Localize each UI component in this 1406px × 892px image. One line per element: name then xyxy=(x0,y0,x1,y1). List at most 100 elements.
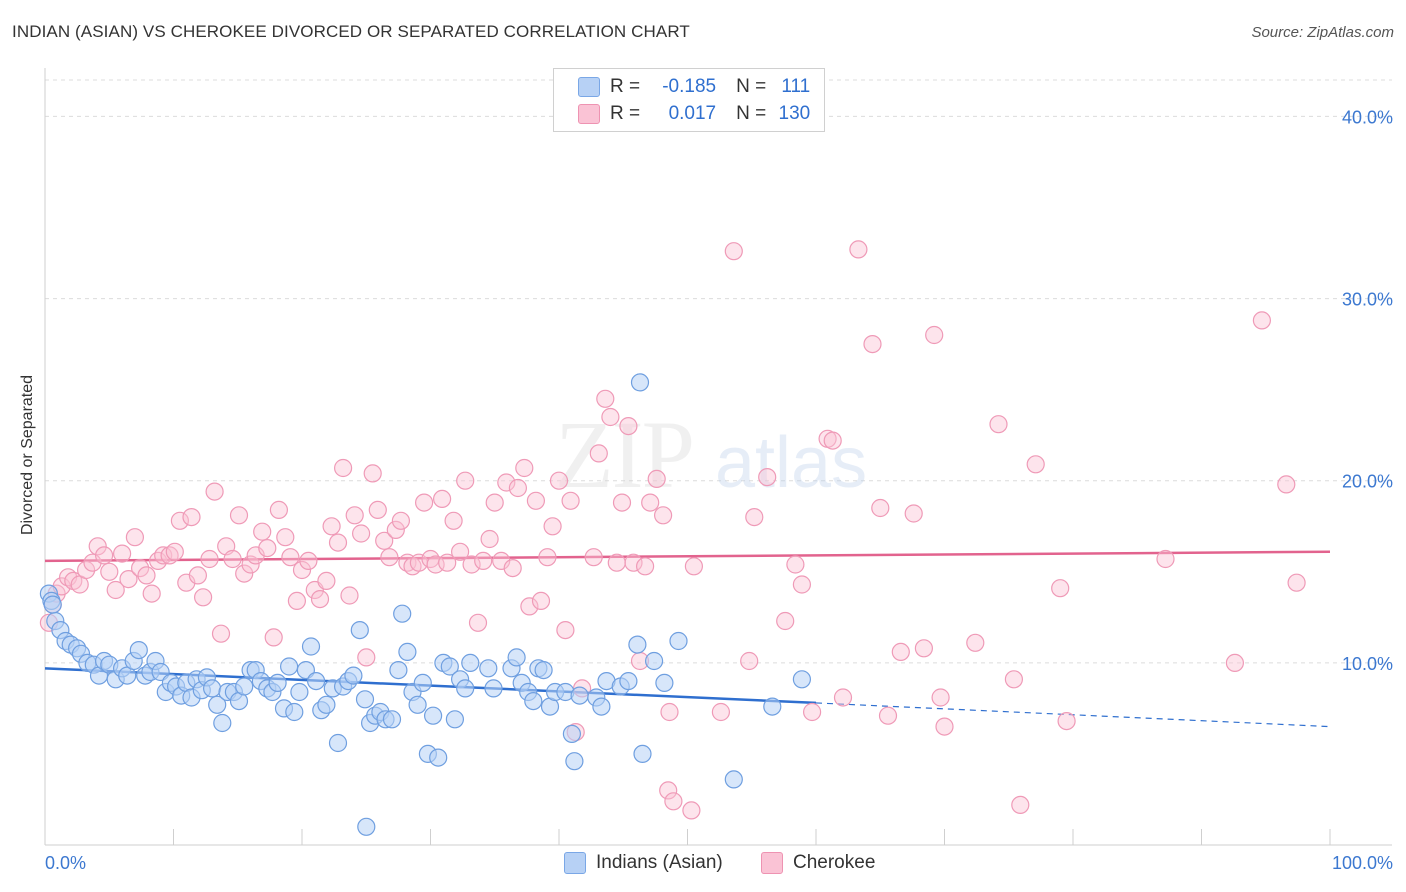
point-indians xyxy=(456,679,475,698)
point-cherokee xyxy=(352,524,371,543)
point-cherokee xyxy=(1057,711,1076,731)
point-indians xyxy=(562,724,582,744)
point-indians xyxy=(633,744,652,764)
data-points xyxy=(39,240,1306,836)
point-cherokee xyxy=(531,591,551,611)
point-cherokee xyxy=(635,557,655,576)
point-cherokee xyxy=(165,542,184,561)
stats-legend: R = -0.185 N = 111 R = 0.017 N = 130 xyxy=(553,68,825,132)
point-indians xyxy=(644,651,664,671)
point-indians xyxy=(408,695,427,714)
point-cherokee xyxy=(596,389,615,408)
x-tick-label-min: 0.0% xyxy=(45,853,86,873)
point-indians xyxy=(317,695,336,714)
point-cherokee xyxy=(556,620,575,640)
point-indians xyxy=(763,697,782,716)
watermark: ZIP atlas xyxy=(555,401,867,508)
point-indians xyxy=(669,631,688,651)
point-cherokee xyxy=(480,529,499,549)
legend-row-blue: R = -0.185 N = 111 xyxy=(578,74,810,100)
point-cherokee xyxy=(549,471,569,490)
point-indians xyxy=(213,713,232,733)
point-indians xyxy=(301,637,321,656)
point-cherokee xyxy=(391,511,410,530)
point-indians xyxy=(328,733,348,753)
point-cherokee xyxy=(931,688,950,707)
point-cherokee xyxy=(345,506,364,525)
point-indians xyxy=(445,710,464,729)
point-cherokee xyxy=(792,575,812,594)
point-cherokee xyxy=(561,491,580,510)
point-cherokee xyxy=(1225,653,1245,673)
point-indians xyxy=(208,695,227,714)
point-indians xyxy=(619,671,638,691)
legend-r-label-blue: R = xyxy=(610,76,641,97)
point-cherokee xyxy=(660,702,679,722)
point-cherokee xyxy=(758,468,777,487)
point-indians xyxy=(350,620,369,640)
point-indians xyxy=(398,642,417,662)
point-cherokee xyxy=(619,417,638,436)
y-tick-label: 30.0% xyxy=(1342,290,1393,310)
point-indians xyxy=(630,373,650,392)
point-indians xyxy=(382,710,402,729)
point-cherokee xyxy=(106,580,125,600)
point-cherokee xyxy=(142,584,161,603)
point-cherokee xyxy=(264,628,283,647)
point-cherokee xyxy=(223,549,242,569)
point-indians xyxy=(440,657,459,676)
point-cherokee xyxy=(200,549,219,569)
point-cherokee xyxy=(474,551,493,571)
point-cherokee xyxy=(802,702,822,722)
legend-n-pink: 130 xyxy=(778,103,811,124)
legend-label-indians: Indians (Asian) xyxy=(596,852,723,873)
point-cherokee xyxy=(1026,455,1045,474)
point-indians xyxy=(280,657,299,676)
point-cherokee xyxy=(299,551,318,571)
point-cherokee xyxy=(357,648,376,667)
point-cherokee xyxy=(438,553,457,572)
watermark-atlas: atlas xyxy=(715,423,867,503)
series-legend: Indians (Asian) Cherokee xyxy=(0,852,1406,878)
point-indians xyxy=(655,673,674,693)
point-cherokee xyxy=(543,517,562,536)
point-cherokee xyxy=(684,557,704,576)
point-indians xyxy=(355,690,375,709)
legend-row-pink: R = 0.017 N = 130 xyxy=(578,101,810,127)
tick-labels: 10.0% 20.0% 30.0% 40.0% 0.0% 100.0% xyxy=(45,107,1393,873)
point-cherokee xyxy=(935,717,954,736)
point-cherokee xyxy=(653,506,673,525)
point-cherokee xyxy=(508,478,528,498)
point-cherokee xyxy=(584,548,603,567)
point-cherokee xyxy=(1287,573,1306,592)
point-cherokee xyxy=(119,569,138,589)
point-indians xyxy=(413,673,432,693)
legend-item-indians[interactable]: Indians (Asian) xyxy=(564,852,723,874)
point-cherokee xyxy=(334,458,353,478)
point-cherokee xyxy=(871,498,890,518)
point-indians xyxy=(393,604,412,623)
point-cherokee xyxy=(100,562,119,581)
point-indians xyxy=(235,677,254,696)
point-cherokee xyxy=(624,553,643,572)
point-cherokee xyxy=(682,801,701,820)
point-cherokee xyxy=(607,553,626,572)
point-indians xyxy=(307,671,326,691)
source-label: Source: ZipAtlas.com xyxy=(1251,24,1394,41)
point-cherokee xyxy=(433,489,452,508)
x-tick-label-max: 100.0% xyxy=(1332,853,1393,873)
point-cherokee xyxy=(253,522,272,541)
point-indians xyxy=(792,670,812,689)
point-cherokee xyxy=(878,706,898,725)
legend-item-cherokee[interactable]: Cherokee xyxy=(761,852,875,874)
point-cherokee xyxy=(229,506,249,525)
point-cherokee xyxy=(328,533,348,552)
point-cherokee xyxy=(497,473,516,492)
y-tick-label: 10.0% xyxy=(1342,654,1393,674)
y-tick-label: 40.0% xyxy=(1342,107,1393,127)
y-tick-label: 20.0% xyxy=(1342,472,1393,492)
point-cherokee xyxy=(310,589,330,609)
point-cherokee xyxy=(1277,475,1296,494)
point-cherokee xyxy=(415,493,434,512)
point-cherokee xyxy=(989,415,1008,434)
